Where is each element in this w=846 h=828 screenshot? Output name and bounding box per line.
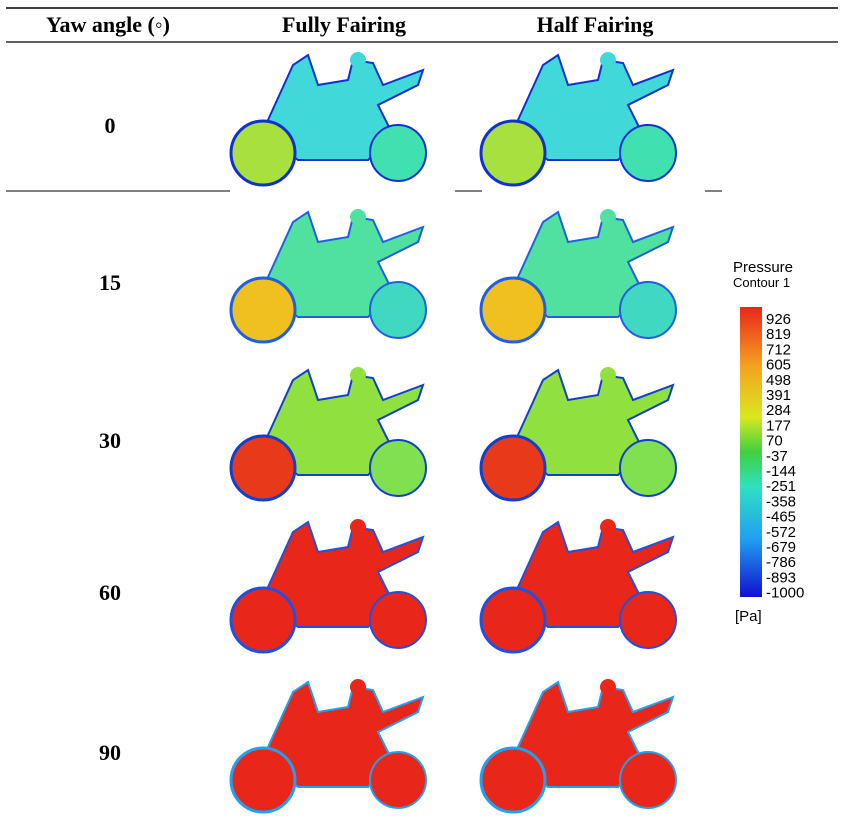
row-label: 90 — [99, 740, 121, 765]
contour-rider-head — [600, 679, 616, 695]
colorbar-tick-label: -1000 — [766, 585, 804, 602]
contour-rear-wheel — [370, 125, 426, 181]
contour-rear-wheel — [620, 592, 676, 648]
contour-rear-wheel — [620, 125, 676, 181]
contour-rear-wheel — [620, 282, 676, 338]
contour-rider-head — [350, 209, 366, 225]
contour-front-wheel — [481, 436, 545, 500]
contour-rear-wheel — [620, 752, 676, 808]
contour-front-wheel — [231, 588, 295, 652]
contour-front-wheel — [481, 278, 545, 342]
contour-rider-head — [600, 52, 616, 68]
contour-rear-wheel — [370, 592, 426, 648]
contour-front-wheel — [231, 121, 295, 185]
contour-rear-wheel — [370, 440, 426, 496]
legend-unit: [Pa] — [735, 608, 762, 625]
contour-front-wheel — [481, 748, 545, 812]
row-label: 60 — [99, 580, 121, 605]
header-cell: Yaw angle (◦) — [46, 12, 170, 37]
contour-rider-head — [350, 367, 366, 383]
row-label: 15 — [99, 270, 121, 295]
header-cell: Half Fairing — [537, 12, 654, 37]
contour-rider-head — [600, 209, 616, 225]
header-cell: Fully Fairing — [282, 12, 406, 37]
contour-front-wheel — [231, 278, 295, 342]
contour-front-wheel — [481, 121, 545, 185]
contour-rider-head — [350, 519, 366, 535]
contour-rider-head — [600, 367, 616, 383]
row-label: 0 — [105, 113, 116, 138]
contour-front-wheel — [481, 588, 545, 652]
figure-table: Yaw angle (◦) Fully Fairing Half Fairing… — [0, 0, 846, 828]
contour-rear-wheel — [620, 440, 676, 496]
contour-rear-wheel — [370, 752, 426, 808]
contour-rider-head — [350, 679, 366, 695]
contour-front-wheel — [231, 748, 295, 812]
legend-title: Pressure — [733, 259, 793, 276]
row-label: 30 — [99, 428, 121, 453]
contour-front-wheel — [231, 436, 295, 500]
contour-rider-head — [600, 519, 616, 535]
contour-rear-wheel — [370, 282, 426, 338]
colorbar — [740, 307, 762, 597]
legend-subtitle: Contour 1 — [733, 275, 790, 290]
contour-rider-head — [350, 52, 366, 68]
